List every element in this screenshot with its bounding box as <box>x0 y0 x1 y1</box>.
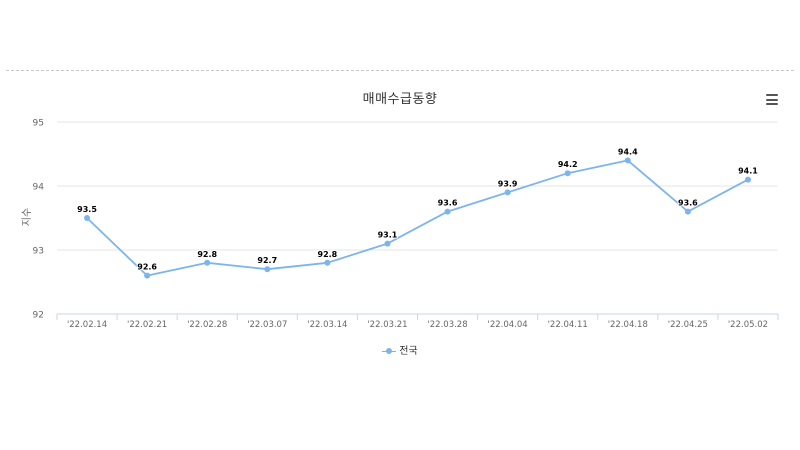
x-tick-label: '22.04.25 <box>668 320 708 330</box>
x-tick-label: '22.05.02 <box>728 320 768 330</box>
data-label: 94.4 <box>618 147 638 156</box>
grid-lines <box>57 121 778 315</box>
data-point[interactable] <box>684 208 691 215</box>
data-point[interactable] <box>624 157 631 164</box>
legend-label: 전국 <box>399 346 418 357</box>
y-tick-label: 93 <box>33 247 44 257</box>
x-tick-label: '22.03.28 <box>427 320 467 330</box>
y-tick-label: 94 <box>33 183 45 193</box>
chart-title: 매매수급동향 <box>362 92 438 107</box>
x-tick-label: '22.02.14 <box>67 320 107 330</box>
data-point[interactable] <box>144 272 151 279</box>
series-line <box>86 159 749 277</box>
data-label: 93.6 <box>678 199 698 208</box>
y-tick-label: 92 <box>33 311 44 321</box>
data-label: 92.7 <box>257 256 277 265</box>
x-axis: '22.02.14 '22.02.21 '22.02.28 '22.03.07 '22.… <box>56 314 779 330</box>
data-label: 92.6 <box>137 263 157 272</box>
data-point[interactable] <box>84 215 91 221</box>
data-label: 92.8 <box>197 250 217 259</box>
x-tick-label: '22.04.18 <box>608 320 648 330</box>
dashed-divider <box>6 70 794 71</box>
series-lines <box>86 159 749 277</box>
data-point[interactable] <box>744 176 751 183</box>
legend-marker-icon <box>382 347 397 355</box>
data-points <box>84 157 751 279</box>
data-point[interactable] <box>384 240 391 247</box>
data-label: 92.8 <box>318 250 338 259</box>
x-tick-label: '22.03.14 <box>307 320 347 330</box>
legend-item-series[interactable]: 전국 <box>0 342 800 357</box>
data-point[interactable] <box>264 266 271 273</box>
data-label: 93.9 <box>498 179 518 188</box>
hamburger-menu-icon[interactable] <box>766 94 778 105</box>
x-tick-label: '22.04.04 <box>488 320 528 330</box>
data-point[interactable] <box>564 170 571 177</box>
x-tick-label: '22.03.21 <box>367 320 407 330</box>
y-axis: 92 93 94 95 <box>33 119 45 321</box>
x-tick-label: '22.02.21 <box>127 320 167 330</box>
data-point[interactable] <box>444 208 451 215</box>
data-point[interactable] <box>204 259 211 266</box>
data-labels: 93.5 92.6 92.8 92.7 92.8 93.1 93.6 93.9 94.2 94.4… <box>76 146 759 272</box>
data-label: 94.2 <box>558 160 578 169</box>
x-tick-label: '22.02.28 <box>187 320 227 330</box>
data-label: 93.1 <box>378 231 398 240</box>
data-label: 93.5 <box>77 205 97 214</box>
y-axis-label: 지수 <box>21 208 33 226</box>
data-label: 93.6 <box>438 199 458 208</box>
data-label: 94.1 <box>738 167 758 176</box>
y-tick-label: 95 <box>33 119 44 129</box>
x-tick-label: '22.04.11 <box>548 320 588 330</box>
x-tick-label: '22.03.07 <box>247 320 287 330</box>
data-point[interactable] <box>324 259 331 266</box>
data-point[interactable] <box>504 189 511 196</box>
